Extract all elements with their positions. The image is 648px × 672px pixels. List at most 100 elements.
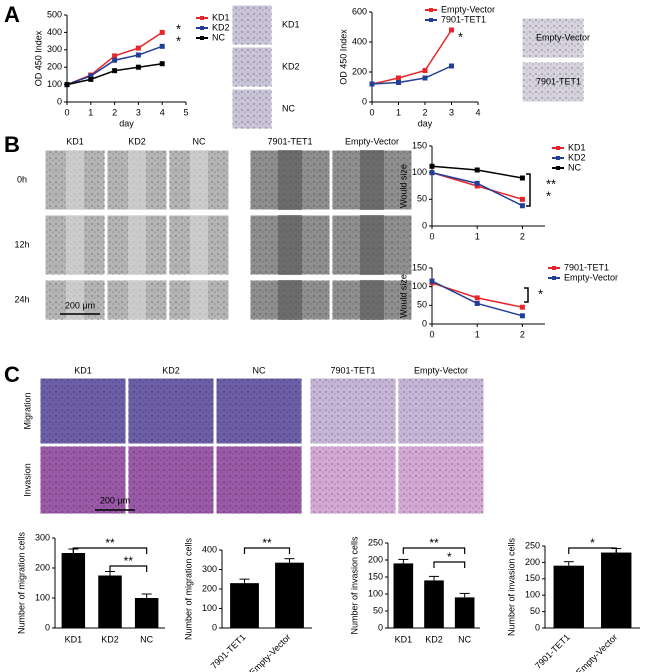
y-tick-label: 300	[47, 44, 62, 54]
column-label: 7901-TET1	[330, 365, 375, 375]
wound-gap	[66, 280, 84, 320]
significance-bracket	[402, 547, 466, 554]
y-axis-label: Number of invasion cells	[349, 536, 359, 635]
x-tick-label: 0	[429, 231, 434, 241]
column-label: KD2	[128, 136, 146, 146]
colony-photo-texture	[522, 18, 584, 58]
x-tick-label: 4	[160, 107, 165, 117]
wound-gap	[360, 280, 384, 320]
y-tick-label: 500	[47, 9, 62, 19]
x-tick-label: Empty-Vector	[574, 632, 619, 672]
y-tick-label: 200	[368, 554, 383, 564]
x-tick-label: 0	[429, 329, 434, 339]
legend-label: 7901-TET1	[441, 14, 486, 24]
transwell-photo-texture	[310, 446, 396, 514]
x-tick-label: KD2	[101, 634, 119, 644]
x-tick-label: 2	[520, 231, 525, 241]
y-tick-label: 200	[525, 557, 540, 567]
legend-label: NC	[212, 32, 225, 42]
series-line	[431, 171, 523, 207]
x-tick-label: 2	[520, 329, 525, 339]
transwell-photo-texture	[216, 378, 302, 444]
wound-gap	[128, 150, 146, 210]
point	[449, 63, 454, 69]
y-axis-label: Would size	[398, 164, 408, 208]
x-tick-label: 3	[449, 107, 454, 117]
bar	[424, 580, 444, 628]
x-tick-label: 1	[475, 329, 480, 339]
y-axis-label: Number of invasion cells	[506, 537, 516, 636]
transwell-photo-texture	[40, 378, 126, 444]
significance: **	[124, 554, 134, 568]
transwell-photo-texture	[398, 446, 484, 514]
bar	[98, 575, 122, 628]
point	[429, 278, 435, 284]
x-tick-label: KD2	[425, 634, 443, 644]
significance-bracket	[526, 173, 531, 207]
legend-label: KD2	[568, 152, 586, 162]
wound-gap	[278, 150, 302, 210]
significance-bracket	[568, 547, 617, 554]
panel-letter: B	[4, 132, 20, 157]
series-line	[66, 62, 163, 86]
point	[135, 64, 141, 70]
column-label: NC	[253, 365, 266, 375]
point	[519, 196, 525, 202]
scale-label: 200 μm	[65, 300, 95, 310]
y-tick-label: 200	[35, 562, 50, 572]
legend-label: Empty-Vector	[564, 272, 618, 282]
x-tick-label: 7901-TET1	[533, 632, 572, 671]
point	[474, 295, 480, 301]
column-label: Empty-Vector	[414, 365, 468, 375]
legend-marker	[200, 36, 204, 40]
y-tick-label: 0	[378, 622, 383, 632]
significance-bracket	[433, 561, 466, 568]
y-tick-label: 0	[45, 622, 50, 632]
bar	[454, 597, 475, 628]
y-tick-label: 100	[35, 592, 50, 602]
wound-gap	[128, 215, 146, 275]
x-tick-label: 1	[396, 107, 401, 117]
y-tick-label: 150	[412, 140, 427, 150]
legend-label: KD2	[212, 22, 230, 32]
point	[474, 183, 480, 189]
y-tick-label: 250	[525, 540, 540, 550]
column-label: 7901-TET1	[267, 136, 312, 146]
point	[88, 73, 94, 79]
significance: *	[176, 33, 181, 48]
y-tick-label: 400	[352, 36, 367, 46]
point	[519, 175, 525, 181]
significance: **	[262, 536, 272, 550]
legend-label: NC	[568, 162, 581, 172]
legend-marker	[552, 266, 556, 270]
wound-gap	[278, 215, 302, 275]
point	[429, 170, 435, 176]
transwell-photo-texture	[128, 446, 214, 514]
point	[135, 52, 141, 58]
significance-bracket	[243, 547, 291, 554]
x-axis-label: day	[418, 118, 433, 128]
point	[64, 82, 70, 88]
bar	[61, 553, 86, 628]
point	[88, 76, 94, 82]
x-tick-label: 0	[369, 107, 374, 117]
significance: *	[538, 286, 543, 301]
significance: *	[590, 536, 595, 550]
point	[429, 163, 435, 169]
transwell-photo-texture	[398, 378, 484, 444]
bar	[275, 562, 304, 628]
legend-marker	[556, 156, 560, 160]
point	[519, 313, 525, 319]
y-tick-label: 600	[352, 6, 367, 16]
scale-label: 200 μm	[100, 495, 130, 505]
point	[112, 53, 118, 59]
photo-label: 7901-TET1	[536, 76, 581, 86]
legend-label: Empty-Vector	[441, 4, 495, 14]
y-tick-label: 300	[35, 532, 50, 542]
wound-gap	[66, 150, 84, 210]
photo-label: KD2	[282, 61, 300, 71]
column-label: KD1	[74, 365, 92, 375]
y-tick-label: 150	[412, 262, 427, 272]
x-tick-label: 5	[183, 107, 188, 117]
point	[422, 75, 428, 81]
